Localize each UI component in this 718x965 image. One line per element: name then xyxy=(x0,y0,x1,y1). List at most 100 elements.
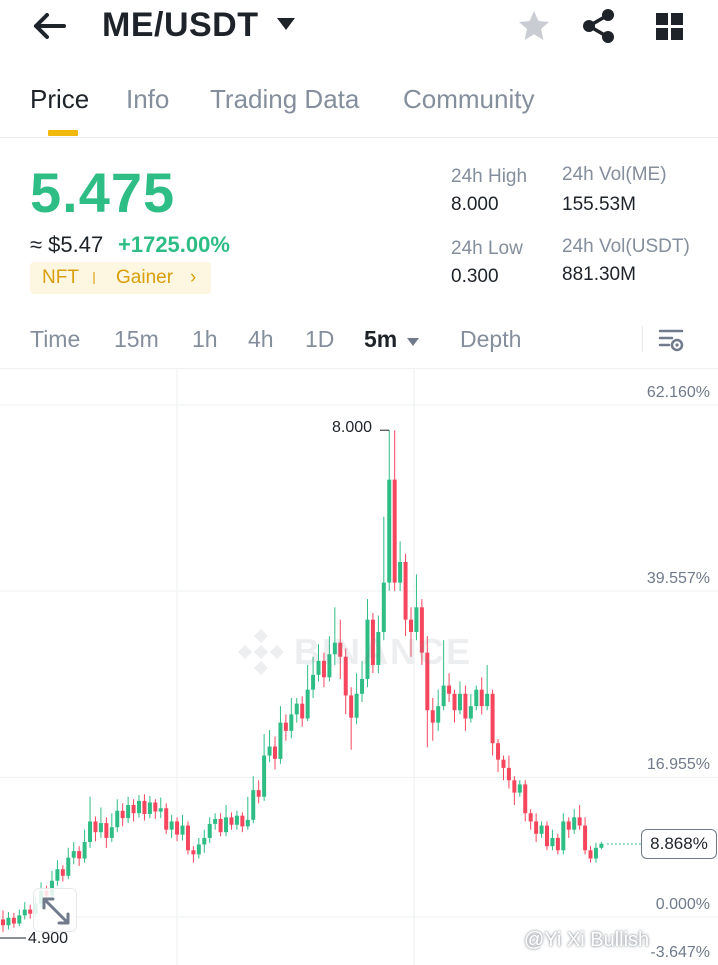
candle xyxy=(267,746,272,756)
caret-down-icon[interactable] xyxy=(276,17,296,31)
candle xyxy=(332,642,337,655)
tab-info[interactable]: Info xyxy=(126,84,170,114)
candle xyxy=(300,703,305,719)
candle xyxy=(6,917,11,926)
candle xyxy=(577,817,582,826)
candle xyxy=(256,790,261,797)
candle xyxy=(142,800,147,815)
vol-quote-value: 881.30M xyxy=(562,264,636,285)
vol-quote-label: 24h Vol(USDT) xyxy=(562,236,690,257)
tab-trading-data[interactable]: Trading Data xyxy=(210,84,360,114)
candle xyxy=(555,837,560,851)
divider xyxy=(642,326,643,352)
grid-icon[interactable] xyxy=(652,10,686,42)
interval-4h[interactable]: 4h xyxy=(248,326,274,352)
star-icon[interactable] xyxy=(516,8,552,44)
candle xyxy=(534,821,539,834)
candle xyxy=(425,652,430,711)
candle xyxy=(539,825,544,834)
high-label: 24h High xyxy=(451,166,528,187)
tab-bar: Price Info Trading Data Community xyxy=(0,76,718,138)
candle xyxy=(409,619,413,633)
candle xyxy=(463,693,468,719)
candle xyxy=(147,802,152,815)
gainer-tag[interactable]: Gainer xyxy=(116,267,174,288)
candle xyxy=(485,693,490,707)
candle xyxy=(528,813,533,822)
candle xyxy=(278,722,283,759)
watermark-text: BINANCE xyxy=(294,631,473,672)
back-arrow-icon[interactable] xyxy=(30,10,70,42)
candle xyxy=(506,767,511,781)
pair-title[interactable]: ME/USDT xyxy=(102,6,259,44)
interval-5m[interactable]: 5m xyxy=(364,326,398,352)
fiat-price: ≈ $5.47 xyxy=(30,232,104,257)
candle xyxy=(180,825,185,835)
candle xyxy=(588,850,593,859)
vol-base-label: 24h Vol(ME) xyxy=(562,164,667,185)
candle xyxy=(164,808,169,830)
chevron-right-icon: › xyxy=(190,267,197,288)
candle xyxy=(436,706,441,723)
candle xyxy=(512,780,517,793)
tab-community[interactable]: Community xyxy=(403,84,535,114)
interval-time[interactable]: Time xyxy=(30,326,81,352)
tag-badges[interactable]: NFT Gainer › xyxy=(30,262,211,294)
candle xyxy=(289,714,294,731)
candle xyxy=(169,821,174,830)
y-axis-label: 16.955% xyxy=(646,756,710,773)
nft-tag[interactable]: NFT xyxy=(42,267,79,288)
candle xyxy=(245,819,250,827)
candle xyxy=(414,607,419,633)
interval-depth[interactable]: Depth xyxy=(460,326,522,352)
candle xyxy=(354,693,359,718)
high-value: 8.000 xyxy=(451,194,499,215)
caret-down-icon[interactable] xyxy=(406,334,420,346)
candle xyxy=(283,722,288,731)
candle xyxy=(262,755,267,797)
share-icon[interactable] xyxy=(580,8,618,44)
candle xyxy=(273,746,277,759)
y-axis-label: 39.557% xyxy=(646,570,710,587)
interval-15m[interactable]: 15m xyxy=(114,326,159,352)
current-price-tag: 8.868% xyxy=(641,829,717,859)
candle xyxy=(104,823,109,838)
candle xyxy=(468,706,473,719)
candle xyxy=(17,915,22,924)
interval-1h[interactable]: 1h xyxy=(192,326,218,352)
candle xyxy=(158,808,163,812)
candle xyxy=(321,660,326,678)
interval-1d[interactable]: 1D xyxy=(305,326,335,352)
active-tab-indicator xyxy=(48,130,78,136)
candle xyxy=(360,678,365,694)
tab-price[interactable]: Price xyxy=(30,84,90,114)
candle xyxy=(370,619,375,665)
candlestick-chart[interactable]: BINANCE 62.160% 39.557% 16.955% 0.000% -… xyxy=(0,368,718,965)
candle xyxy=(583,825,588,851)
chart-settings-icon[interactable] xyxy=(658,326,686,354)
candle xyxy=(71,851,76,858)
candle xyxy=(398,561,403,583)
candle xyxy=(196,844,201,855)
expand-icon[interactable] xyxy=(33,888,77,932)
candle xyxy=(224,817,229,833)
candle xyxy=(229,817,234,825)
candle xyxy=(131,804,136,814)
candle xyxy=(452,693,457,711)
last-price: 5.475 xyxy=(30,161,176,224)
candle xyxy=(338,642,343,657)
top-bar: ME/USDT xyxy=(0,0,718,60)
candle xyxy=(376,632,381,665)
watermark-credit: @Yi Xi Bullish xyxy=(524,929,650,951)
y-axis-label: -3.647% xyxy=(650,944,710,961)
candle xyxy=(202,837,207,845)
candle xyxy=(490,693,495,744)
candle xyxy=(365,619,370,679)
candle xyxy=(566,821,571,830)
candle xyxy=(98,823,103,833)
candle xyxy=(294,703,299,715)
candle xyxy=(550,837,555,847)
candle xyxy=(82,842,87,859)
candle xyxy=(305,689,310,719)
candle xyxy=(327,654,332,678)
